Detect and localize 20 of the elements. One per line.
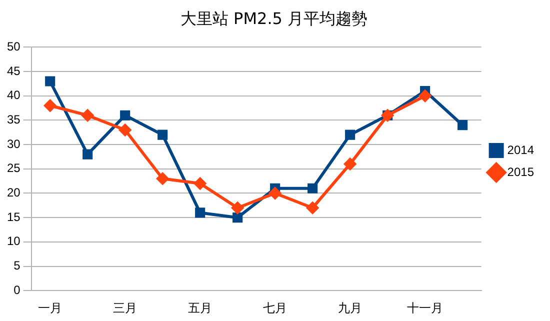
y-tick-label: 20 bbox=[6, 186, 21, 200]
y-tick-label: 35 bbox=[6, 112, 21, 127]
y-tick-label: 25 bbox=[6, 161, 21, 176]
y-tick-label: 50 bbox=[6, 40, 21, 54]
x-tick-label: 一月 bbox=[38, 300, 62, 315]
legend-label: 2014 bbox=[507, 142, 534, 157]
y-tick-label: 40 bbox=[6, 88, 21, 102]
y-tick-label: 15 bbox=[6, 210, 21, 224]
x-tick-label: 七月 bbox=[263, 300, 288, 315]
y-tick-label: 10 bbox=[6, 234, 21, 248]
x-tick-label: 三月 bbox=[113, 300, 138, 315]
x-tick-label: 五月 bbox=[188, 300, 212, 315]
x-tick-label: 十一月 bbox=[407, 300, 444, 315]
x-tick-label: 九月 bbox=[338, 300, 362, 315]
y-tick-label: 5 bbox=[14, 258, 21, 273]
y-tick-label: 45 bbox=[6, 64, 21, 78]
y-tick-label: 0 bbox=[14, 282, 21, 297]
y-tick-label: 30 bbox=[6, 136, 21, 151]
legend-label: 2015 bbox=[507, 164, 534, 179]
chart-title: 大里站 PM2.5 月平均趨勢 bbox=[180, 8, 368, 28]
